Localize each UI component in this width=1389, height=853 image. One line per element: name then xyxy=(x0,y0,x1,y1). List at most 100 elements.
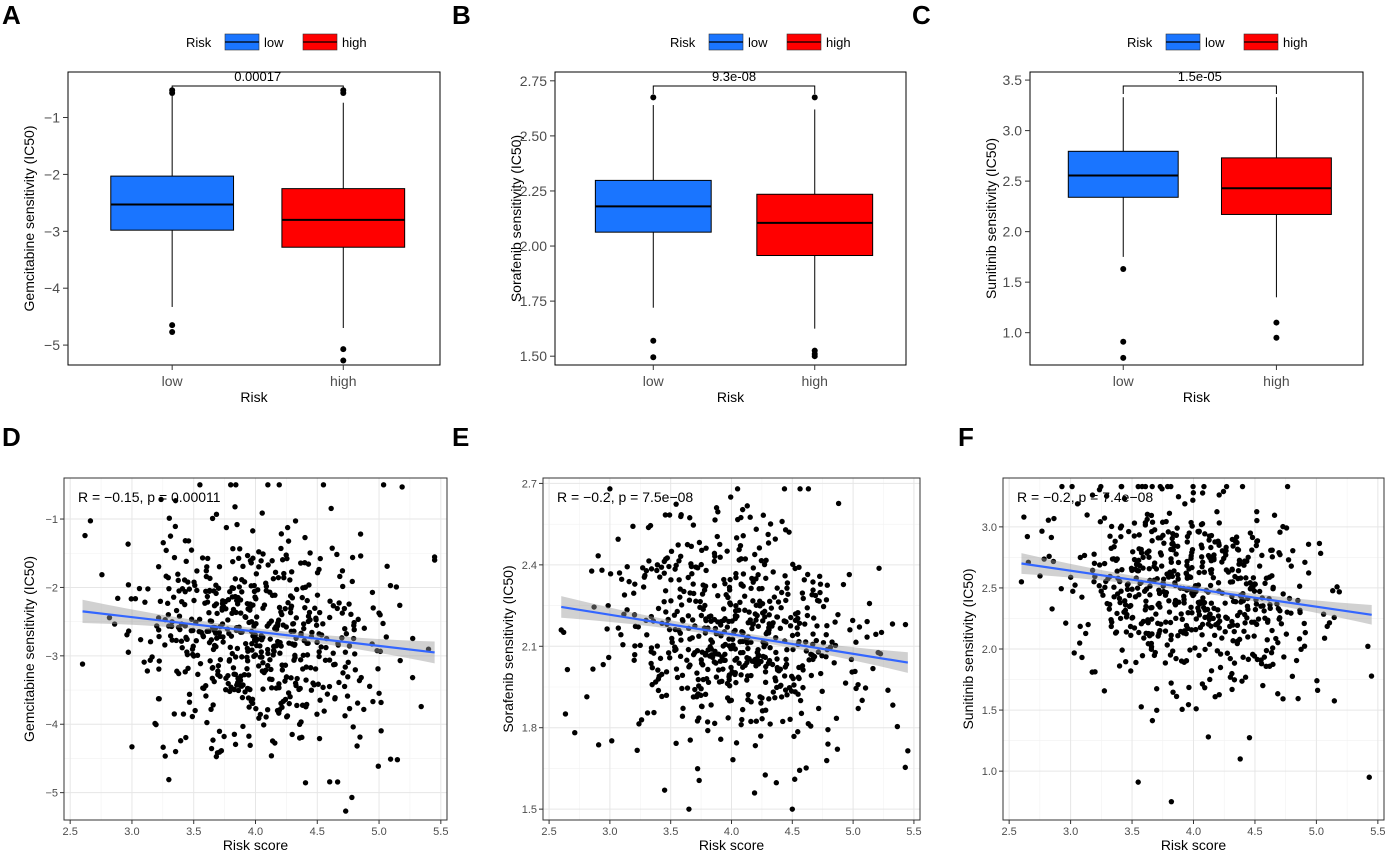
scatter-point xyxy=(772,695,777,700)
scatter-point xyxy=(800,667,805,672)
scatter-point xyxy=(1134,562,1139,567)
legend-label-high: high xyxy=(1283,35,1308,50)
scatter-point xyxy=(770,662,775,667)
scatter-point xyxy=(332,695,337,700)
scatter-point xyxy=(738,722,743,727)
scatter-point xyxy=(1124,629,1129,634)
scatter-point xyxy=(1170,541,1175,546)
scatter-point xyxy=(1159,563,1164,568)
scatter-point xyxy=(148,639,153,644)
scatter-point xyxy=(632,652,637,657)
scatter-point xyxy=(1189,523,1194,528)
scatter-point xyxy=(712,559,717,564)
scatter-point xyxy=(706,680,711,685)
scatter-point xyxy=(725,715,730,720)
scatter-point xyxy=(1046,517,1051,522)
scatter-point xyxy=(1163,619,1168,624)
scatter-point xyxy=(1199,632,1204,637)
scatter-point xyxy=(744,655,749,660)
scatter-point xyxy=(696,677,701,682)
scatter-point xyxy=(384,564,389,569)
scatter-point xyxy=(638,643,643,648)
scatter-point xyxy=(700,662,705,667)
scatter-point xyxy=(617,570,622,575)
scatter-point xyxy=(1190,484,1195,489)
scatter-point xyxy=(384,634,389,639)
scatter-point xyxy=(1109,619,1114,624)
scatter-point xyxy=(336,680,341,685)
scatter-point xyxy=(784,692,789,697)
scatter-point xyxy=(725,624,730,629)
scatter-point xyxy=(758,700,763,705)
scatter-point xyxy=(1072,582,1077,587)
scatter-point xyxy=(717,542,722,547)
scatter-point xyxy=(271,644,276,649)
scatter-point xyxy=(1147,592,1152,597)
scatter-point xyxy=(1315,688,1320,693)
scatter-point xyxy=(721,577,726,582)
scatter-point xyxy=(1209,533,1214,538)
scatter-point xyxy=(759,695,764,700)
y-tick-label: 1.5 xyxy=(982,705,997,717)
scatter-point xyxy=(714,674,719,679)
scatter-point xyxy=(1206,734,1211,739)
scatter-point xyxy=(1279,621,1284,626)
scatter-point xyxy=(759,558,764,563)
scatter-point xyxy=(335,779,340,784)
scatter-point xyxy=(340,568,345,573)
scatter-point xyxy=(1181,600,1186,605)
scatter-point xyxy=(221,604,226,609)
x-tick-label: 5.0 xyxy=(371,826,386,838)
scatter-point xyxy=(230,594,235,599)
scatter-point xyxy=(235,676,240,681)
scatter-point xyxy=(595,553,600,558)
y-tick-label: 3.0 xyxy=(982,522,997,534)
boxplot-panel-c: Risk low high1.01.52.02.53.03.5low highRisk… xyxy=(983,34,1363,405)
scatter-point xyxy=(703,616,708,621)
scatter-point xyxy=(256,715,261,720)
x-tick-label-low: low xyxy=(1113,373,1135,389)
scatter-point xyxy=(80,661,85,666)
scatter-point xyxy=(246,733,251,738)
scatter-point xyxy=(263,714,268,719)
scatter-point xyxy=(181,711,186,716)
scatter-point xyxy=(824,632,829,637)
scatter-point xyxy=(209,746,214,751)
scatter-point xyxy=(687,590,692,595)
y-tick-label: −4 xyxy=(45,719,58,731)
p-value-label: 0.00017 xyxy=(234,69,281,84)
scatter-point xyxy=(1135,779,1140,784)
scatter-point xyxy=(183,538,188,543)
scatter-point xyxy=(816,706,821,711)
scatter-point xyxy=(689,571,694,576)
scatter-point xyxy=(736,608,741,613)
scatter-point xyxy=(802,577,807,582)
scatter-point xyxy=(1039,528,1044,533)
scatter-point xyxy=(298,657,303,662)
scatter-point xyxy=(1207,555,1212,560)
scatter-point xyxy=(717,679,722,684)
scatter-point xyxy=(753,663,758,668)
scatter-point xyxy=(678,637,683,642)
scatter-point xyxy=(1170,648,1175,653)
legend-label-high: high xyxy=(342,35,367,50)
scatter-point xyxy=(172,711,177,716)
scatter-point xyxy=(291,621,296,626)
scatter-point xyxy=(217,729,222,734)
scatter-point xyxy=(905,748,910,753)
scatter-point xyxy=(1063,620,1068,625)
scatter-point xyxy=(1265,617,1270,622)
scatter-point xyxy=(689,564,694,569)
scatter-point xyxy=(342,626,347,631)
scatter-point xyxy=(1168,571,1173,576)
scatter-point xyxy=(692,687,697,692)
scatter-point xyxy=(744,660,749,665)
scatter-point xyxy=(699,657,704,662)
scatter-point xyxy=(185,652,190,657)
scatter-point xyxy=(1161,540,1166,545)
scatter-point xyxy=(1084,512,1089,517)
scatter-point xyxy=(655,667,660,672)
scatter-point xyxy=(1234,534,1239,539)
scatter-point xyxy=(238,597,243,602)
scatter-point xyxy=(245,553,250,558)
